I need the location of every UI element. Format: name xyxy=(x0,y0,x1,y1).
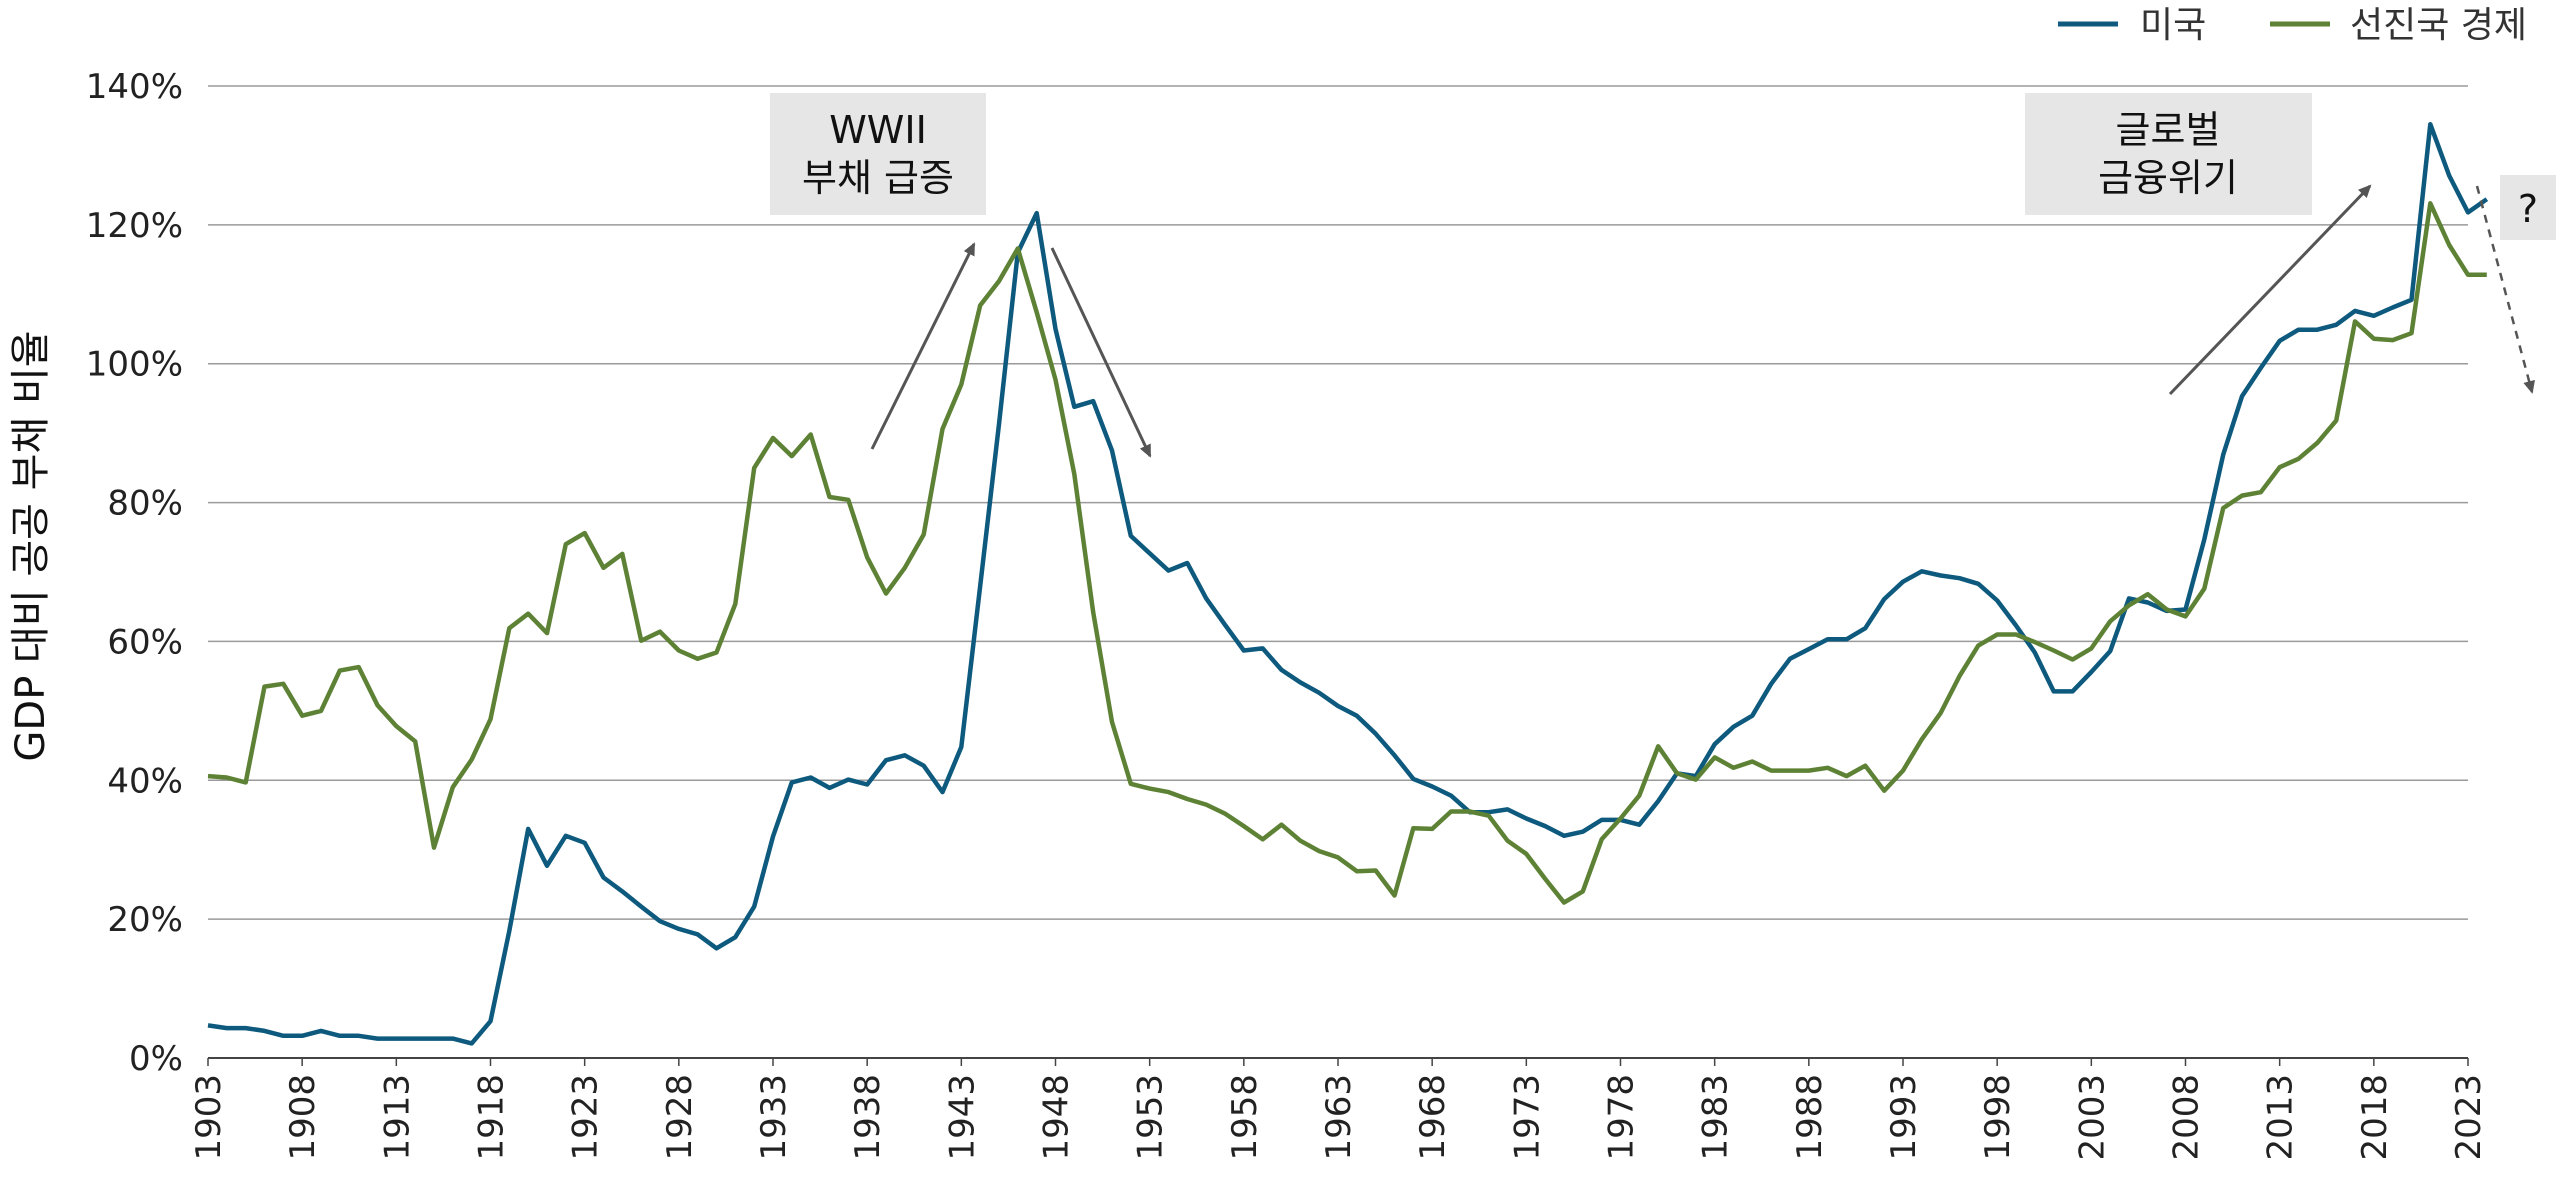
annotation-gfc: 글로벌 금융위기 xyxy=(2025,93,2312,215)
annotation-wwii-line1: WWII xyxy=(829,108,927,152)
x-tick-label: 1968 xyxy=(1413,1074,1453,1161)
annotation-question: ? xyxy=(2500,175,2556,240)
x-tick-label: 1923 xyxy=(566,1074,606,1161)
legend-label-advanced: 선진국 경제 xyxy=(2350,5,2527,46)
y-tick-label: 80% xyxy=(107,484,183,524)
annotation-gfc-line2: 금융위기 xyxy=(2098,156,2238,200)
x-tick-label: 2003 xyxy=(2072,1074,2112,1161)
x-tick-label: 1953 xyxy=(1131,1074,1171,1161)
annotation-wwii: WWII 부채 급증 xyxy=(770,93,986,215)
x-tick-label: 1928 xyxy=(660,1074,700,1161)
arrow-wwii-up xyxy=(870,242,976,450)
y-axis-ticks: 0% 20% 40% 60% 80% 100% 120% 140% xyxy=(86,67,183,1079)
annotation-question-box xyxy=(2500,175,2556,240)
annotation-question-mark: ? xyxy=(2518,187,2538,231)
y-tick-label: 40% xyxy=(107,761,183,801)
x-tick-label: 1973 xyxy=(1507,1074,1547,1161)
x-tick-label: 1913 xyxy=(377,1074,417,1161)
x-tick-label: 1978 xyxy=(1602,1074,1642,1161)
x-tick-label: 1988 xyxy=(1790,1074,1830,1161)
arrow-future-dashed xyxy=(2475,185,2535,394)
x-tick-label: 1983 xyxy=(1696,1074,1736,1161)
x-tick-label: 2018 xyxy=(2355,1074,2395,1161)
arrow-gfc-up xyxy=(2168,184,2372,396)
x-tick-label: 1933 xyxy=(754,1074,794,1161)
series-line-us xyxy=(207,121,2489,1046)
x-tick-label: 1993 xyxy=(1884,1074,1924,1161)
x-tick-label: 2023 xyxy=(2449,1074,2489,1161)
y-tick-label: 120% xyxy=(86,206,183,246)
x-tick-label: 2008 xyxy=(2167,1074,2207,1161)
x-tick-label: 1958 xyxy=(1225,1074,1265,1161)
x-tick-label: 1908 xyxy=(283,1074,323,1161)
arrow-wwii-down xyxy=(1050,247,1152,458)
series-lines xyxy=(207,121,2489,1046)
x-tick-label: 1998 xyxy=(1978,1074,2018,1161)
legend: 미국 선진국 경제 xyxy=(2058,5,2527,46)
annotation-arrows xyxy=(870,184,2535,458)
x-tick-label: 1963 xyxy=(1319,1074,1359,1161)
annotation-gfc-box xyxy=(2025,93,2312,215)
y-axis-title: GDP 대비 공공 부채 비율 xyxy=(8,330,54,761)
y-tick-label: 140% xyxy=(86,67,183,107)
y-tick-label: 20% xyxy=(107,900,183,940)
x-tick-label: 1918 xyxy=(472,1074,512,1161)
series-line-advanced xyxy=(207,201,2487,905)
x-tick-label: 2013 xyxy=(2261,1074,2301,1161)
y-tick-label: 60% xyxy=(107,622,183,662)
x-tick-label: 1943 xyxy=(942,1074,982,1161)
annotation-gfc-line1: 글로벌 xyxy=(2116,108,2221,152)
x-axis-ticks: 1903 1908 1913 1918 1923 1928 1933 1938 1943 1948… xyxy=(189,1058,2489,1161)
x-tick-label: 1938 xyxy=(848,1074,888,1161)
gridlines xyxy=(208,85,2468,1059)
y-tick-label: 0% xyxy=(129,1039,183,1079)
x-tick-label: 1948 xyxy=(1037,1074,1077,1161)
y-tick-label: 100% xyxy=(86,345,183,385)
x-tick-label: 1903 xyxy=(189,1074,229,1161)
legend-label-us: 미국 xyxy=(2140,5,2206,46)
annotation-wwii-box xyxy=(770,93,986,215)
annotation-wwii-line2: 부채 급증 xyxy=(802,156,954,200)
